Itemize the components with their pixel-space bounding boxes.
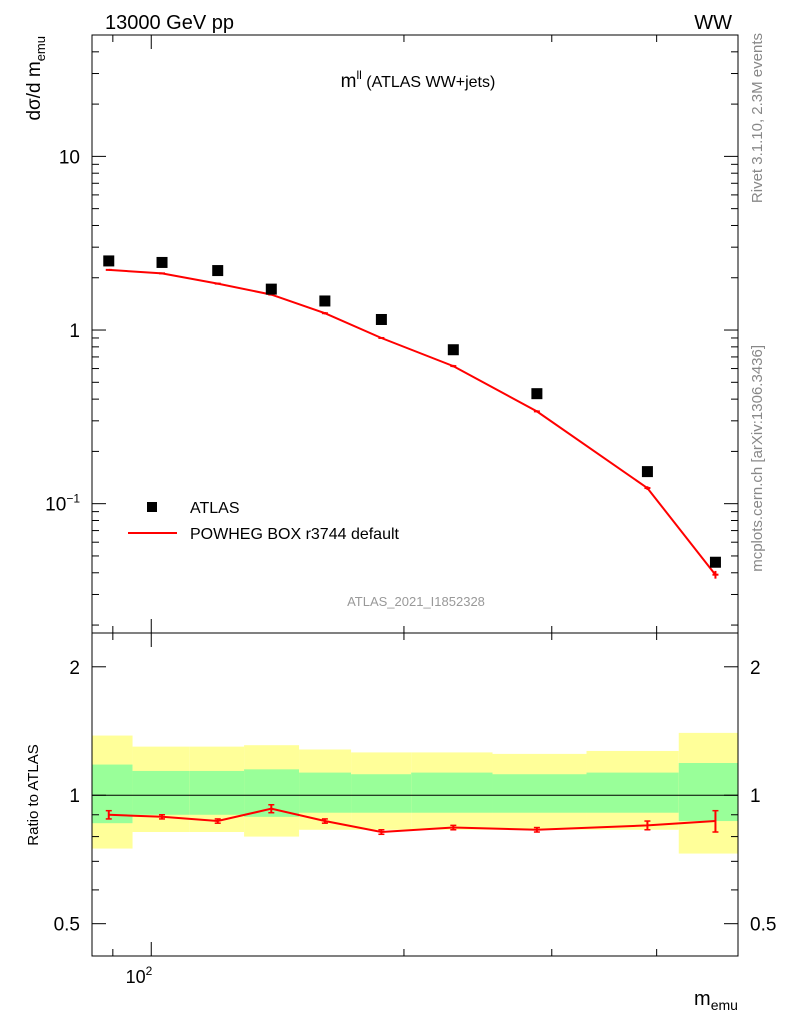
atlas-data-point	[319, 295, 331, 307]
powheg-line	[108, 268, 717, 576]
ratio-band-inner	[132, 770, 190, 815]
y-tick-label-base: 10	[45, 495, 66, 516]
ratio-band-inner	[189, 770, 245, 815]
ratio-series	[105, 803, 719, 836]
atlas-data-point	[375, 313, 387, 325]
energy-label: 13000 GeV pp	[105, 12, 234, 34]
main-frame	[91, 34, 739, 634]
main-series	[103, 255, 721, 579]
process-label: WW	[694, 12, 732, 34]
ratio-powheg-line	[108, 807, 716, 834]
ratio-y-tick-label-right: 1	[750, 786, 761, 807]
main-title-rest: (ATLAS WW+jets)	[362, 74, 496, 91]
ratio-band-inner	[678, 763, 738, 822]
ratio-band-inner	[492, 774, 587, 813]
atlas-data-point	[103, 255, 115, 267]
ratio-band-inner	[299, 772, 352, 813]
ratio-uncertainty-bands	[92, 732, 738, 854]
main-title-sup: ll	[356, 68, 361, 82]
atlas-data-point	[447, 344, 459, 356]
ratio-band-inner	[411, 772, 493, 813]
x-axis-label-text: m	[694, 988, 711, 1010]
ratio-y-tick-label: 1	[69, 786, 80, 807]
rivet-label: Rivet 3.1.10, 2.3M events	[749, 33, 766, 203]
main-title: mll (ATLAS WW+jets)	[341, 68, 496, 92]
legend: ATLAS POWHEG BOX r3744 default	[128, 500, 400, 543]
x-axis-label-sub: emu	[711, 997, 738, 1013]
ratio-band-inner	[92, 764, 133, 824]
atlas-data-point	[641, 466, 653, 478]
mcplots-label: mcplots.cern.ch [arXiv:1306.3436]	[749, 345, 766, 572]
ratio-band-inner	[586, 772, 679, 813]
y-tick-label-exp: −1	[66, 492, 80, 506]
ratio-band-inner	[351, 774, 412, 813]
legend-atlas-marker	[147, 502, 157, 512]
ratio-y-axis-label: Ratio to ATLAS	[25, 744, 42, 845]
ratio-y-tick-label: 0.5	[54, 915, 80, 936]
y-tick-label: 10−1	[45, 492, 80, 516]
main-y-axis-label-sub: emu	[33, 36, 48, 61]
x-tick-label-100: 102	[126, 964, 153, 987]
ratio-y-tick-labels: 0.5 0.5 1 1 2 2	[54, 658, 777, 936]
ratio-y-tick-label-right: 2	[750, 658, 761, 679]
ratio-frame	[91, 632, 739, 957]
y-tick-label-base: 10	[59, 147, 80, 168]
main-y-axis-label: dσ/d memu	[24, 36, 48, 121]
atlas-data-point	[531, 388, 543, 400]
analysis-watermark: ATLAS_2021_I1852328	[347, 594, 485, 609]
ratio-y-tick-label: 2	[69, 658, 80, 679]
main-axis-ticks	[92, 34, 739, 633]
y-tick-label: 1	[69, 321, 80, 342]
main-y-axis-label-text: dσ/d m	[24, 61, 45, 120]
ratio-panel: 0.5 0.51 12 2 Ratio to ATLAS 102 memu	[25, 632, 777, 1013]
x-tick-label-exp: 2	[146, 964, 153, 978]
atlas-data-point	[265, 283, 277, 295]
legend-atlas-label: ATLAS	[190, 500, 240, 517]
main-title-var: m	[341, 71, 357, 92]
atlas-data-point	[709, 556, 721, 568]
legend-powheg-label: POWHEG BOX r3744 default	[190, 526, 400, 543]
y-tick-label: 10	[59, 147, 80, 168]
y-tick-label-base: 1	[69, 321, 80, 342]
ratio-y-tick-label-right: 0.5	[750, 915, 776, 936]
x-tick-label-base: 10	[126, 967, 146, 987]
x-axis-label: memu	[694, 988, 738, 1013]
atlas-data-point	[156, 256, 168, 268]
atlas-data-point	[212, 265, 224, 277]
